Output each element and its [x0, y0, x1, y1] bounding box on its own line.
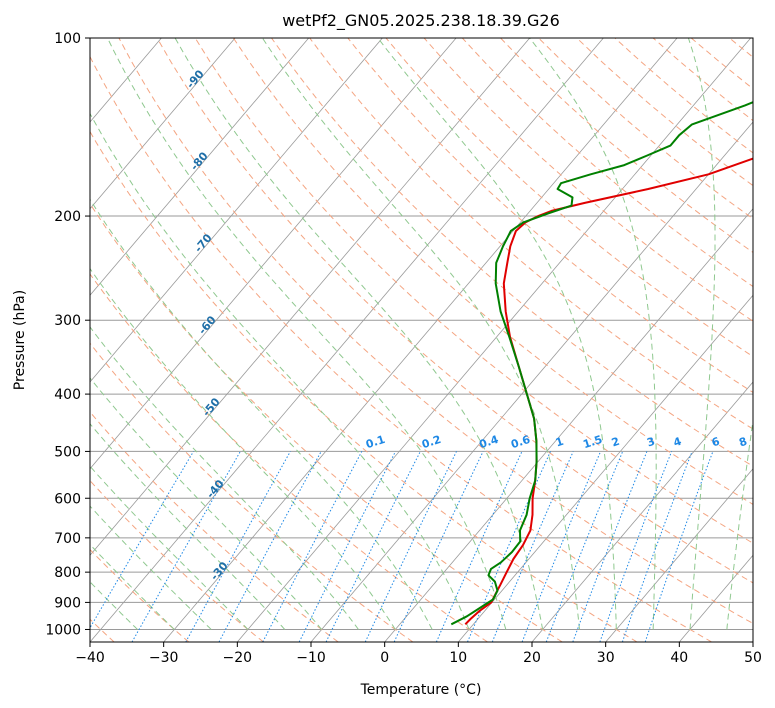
mixing-ratio-line [218, 451, 322, 642]
moist-adiabat-line [90, 377, 323, 630]
mixing-ratio-label: 6 [710, 435, 722, 450]
dry-adiabat-line [461, 38, 753, 288]
moist-adiabat-line [107, 38, 507, 630]
dry-adiabat-line [90, 130, 638, 642]
moist-adiabat-line [261, 38, 580, 630]
mixing-ratio-line [298, 451, 396, 642]
moist-adiabat-line [90, 267, 396, 630]
y-tick-label: 800 [54, 565, 81, 581]
mixing-ratio-label: 0.6 [509, 433, 532, 451]
y-tick-label: 300 [54, 313, 81, 329]
mixing-ratio-label: 3 [645, 435, 656, 450]
dry-adiabat-line [90, 202, 563, 642]
mixing-ratio-line [621, 451, 693, 642]
isotherm-line [90, 38, 531, 556]
dry-adiabat-line [90, 55, 712, 642]
x-tick-label: 40 [670, 650, 688, 666]
isotherm-line [90, 38, 310, 296]
isotherm-line [605, 468, 753, 642]
isotherm-line [384, 208, 753, 642]
y-axis-label: Pressure (hPa) [12, 290, 28, 390]
dry-adiabat-line [194, 38, 753, 544]
x-tick-label: −10 [296, 650, 326, 666]
dry-adiabat-line [90, 273, 488, 642]
moist-adiabat-line [726, 417, 753, 630]
isotherm-line [531, 381, 753, 642]
mixing-ratio-line [521, 451, 602, 642]
plot-frame [89, 37, 754, 643]
y-tick-label: 500 [54, 444, 81, 460]
mixing-ratio-line [491, 451, 574, 642]
y-tick-label: 200 [54, 209, 81, 225]
dry-adiabat-line [90, 342, 414, 642]
mixing-ratio-label: 8 [737, 435, 748, 450]
moist-adiabat-line [90, 465, 249, 630]
mixing-ratio-label: 0.1 [364, 433, 387, 451]
dry-adiabat-line [90, 479, 264, 642]
mixing-ratio-line [393, 451, 484, 642]
mixing-ratio-line [131, 451, 241, 642]
moist-adiabat-line [174, 38, 544, 630]
mixing-ratio-line [572, 451, 648, 642]
mixing-ratio-label: 1.5 [581, 433, 604, 451]
mixing-ratio-line [364, 451, 457, 642]
x-tick-label: 30 [597, 650, 615, 666]
moist-adiabat-line [377, 38, 617, 630]
dry-adiabat-line [118, 38, 753, 625]
isotherm-line [90, 38, 457, 470]
moist-adiabat-line [90, 198, 433, 630]
y-tick-label: 700 [54, 531, 81, 547]
moist-adiabat-line [90, 326, 359, 630]
mixing-ratio-line [435, 451, 523, 642]
x-tick-label: 0 [380, 650, 389, 666]
mixing-ratio-line [262, 451, 363, 642]
mixing-ratio-label: 1 [554, 435, 565, 450]
y-tick-label: 100 [54, 31, 81, 47]
dry-adiabat-line [232, 38, 753, 505]
x-tick-label: 20 [523, 650, 541, 666]
y-tick-label: 400 [54, 387, 81, 403]
moist-adiabat-line [529, 38, 657, 630]
y-tick-label: 1000 [45, 623, 81, 639]
axes: −40 −30 −20 −10 0 10 20 30 40 5010020030040050060… [45, 31, 762, 666]
isotherm-line [236, 38, 752, 642]
x-tick-label: −40 [75, 650, 105, 666]
mixing-ratio-line [599, 451, 673, 642]
mixing-ratio-line [644, 451, 714, 642]
moist-adiabat-line [90, 112, 470, 630]
x-tick-label: −20 [223, 650, 253, 666]
mixing-ratio-label: 4 [672, 435, 684, 450]
y-tick-label: 900 [54, 595, 81, 611]
dry-adiabat-line [90, 548, 190, 642]
mixing-ratio-label: 0.2 [420, 433, 443, 451]
isotherm-line [90, 38, 604, 642]
dry-adiabat-line [156, 38, 753, 584]
x-tick-label: 10 [449, 650, 467, 666]
moist-adiabat-line [90, 423, 286, 630]
x-tick-label: 50 [744, 650, 762, 666]
x-tick-label: −30 [149, 650, 179, 666]
mixing-ratio-line [545, 451, 624, 642]
mixing-ratio-label: 2 [610, 435, 621, 450]
isotherm-line [163, 38, 678, 642]
chart-title: wetPf2_GN05.2025.238.18.39.G26 [282, 11, 560, 31]
moist-adiabat-line [687, 38, 716, 630]
isotherm-line [90, 38, 236, 210]
dry-adiabat-line [309, 38, 753, 430]
dewpoint-profile-line [450, 101, 753, 626]
background-lines [90, 38, 753, 642]
y-tick-label: 600 [54, 491, 81, 507]
mixing-ratio-label: 0.4 [478, 433, 501, 451]
isotherm-line [90, 38, 383, 383]
dry-adiabat-line [347, 38, 753, 394]
mixing-ratio-line [185, 451, 291, 642]
x-axis-label: Temperature (°C) [360, 682, 482, 698]
isotherm-line [457, 294, 753, 642]
mixing-ratio-line [467, 451, 551, 642]
